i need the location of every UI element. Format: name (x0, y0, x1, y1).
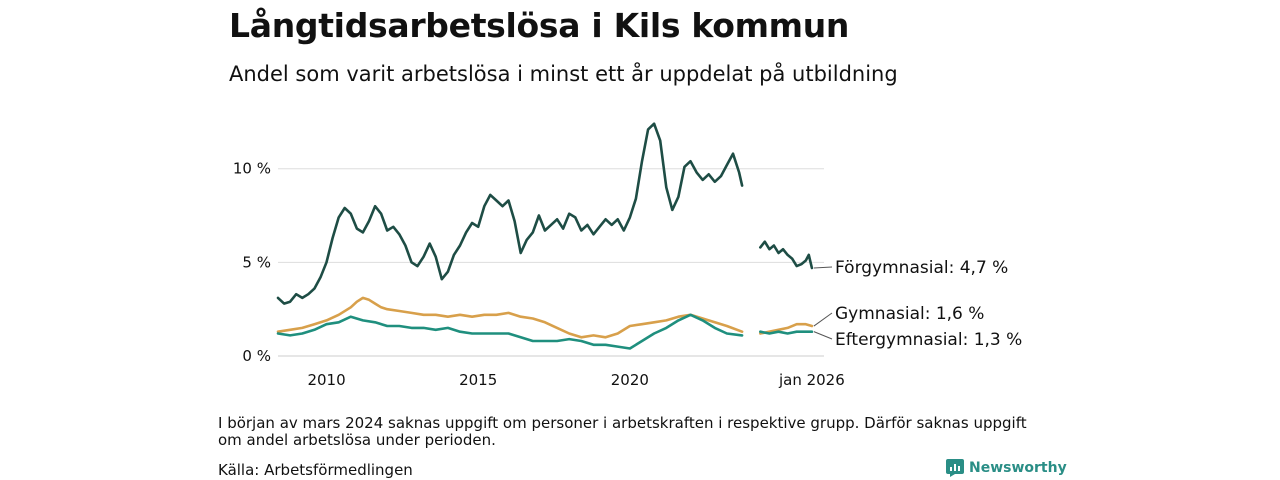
series-line-förgymnasial (759, 240, 814, 270)
x-tick-label: 2015 (459, 371, 497, 389)
brand-name: Newsworthy (969, 460, 1067, 476)
chart-title: Långtidsarbetslösa i Kils kommun (229, 6, 850, 45)
label-leader-förgymnasial (813, 266, 833, 269)
brand-logo: Newsworthy (946, 459, 1067, 477)
y-tick-label: 0 % (242, 347, 271, 365)
x-tick-label: 2020 (611, 371, 649, 389)
y-tick-label: 5 % (242, 253, 271, 271)
label-leader-eftergymnasial (813, 331, 833, 340)
chart-subtitle: Andel som varit arbetslösa i minst ett å… (229, 62, 898, 86)
x-tick-label: 2010 (307, 371, 345, 389)
y-tick-label: 10 % (233, 160, 271, 178)
footnote: I början av mars 2024 saknas uppgift om … (218, 414, 1027, 449)
series-line-gymnasial (276, 296, 744, 339)
end-label-eftergymnasial: Eftergymnasial: 1,3 % (835, 330, 1022, 350)
end-label-gymnasial: Gymnasial: 1,6 % (835, 304, 984, 324)
end-label-förgymnasial: Förgymnasial: 4,7 % (835, 258, 1008, 278)
label-leader-gymnasial (813, 312, 833, 327)
series-line-gymnasial (759, 322, 814, 335)
series-line-förgymnasial (276, 122, 744, 305)
series-line-eftergymnasial (276, 313, 744, 350)
source-text: Källa: Arbetsförmedlingen (218, 461, 413, 479)
newsworthy-icon (946, 459, 964, 477)
series-line-eftergymnasial (759, 330, 814, 335)
x-tick-label: jan 2026 (778, 371, 845, 389)
